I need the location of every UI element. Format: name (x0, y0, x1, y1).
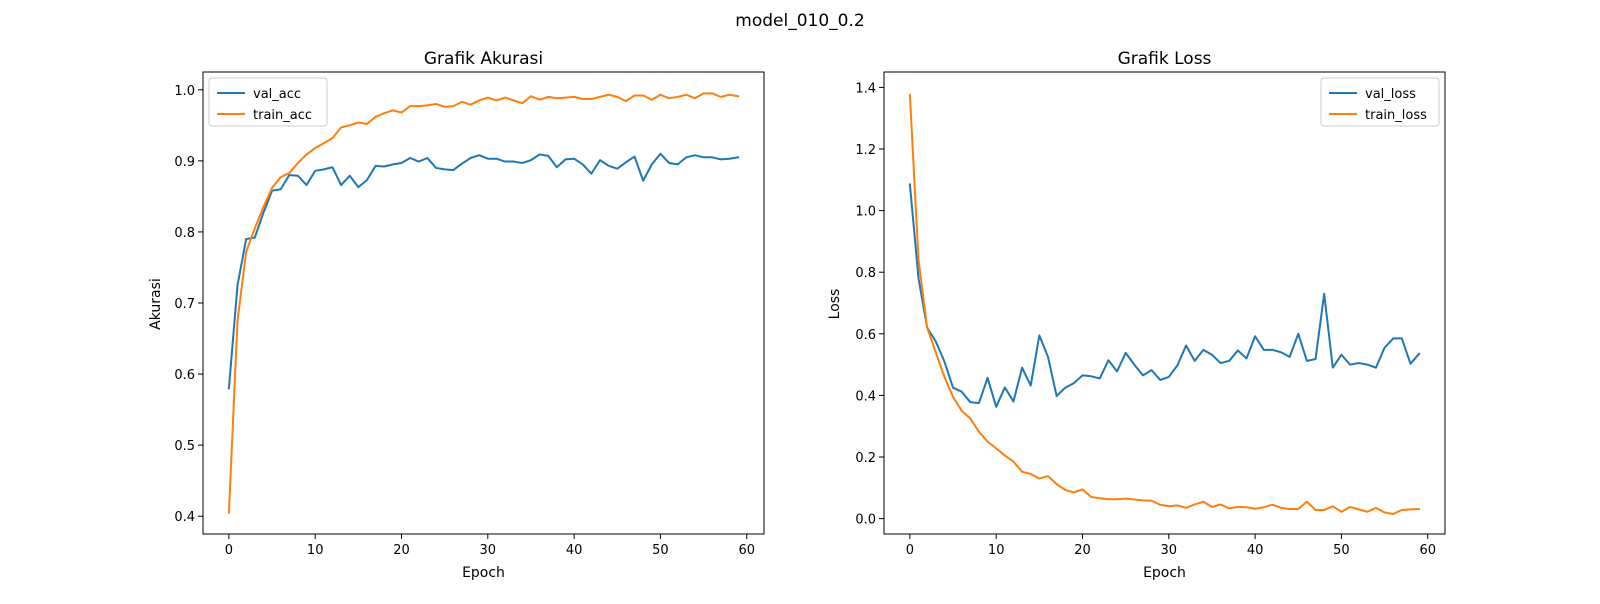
accuracy-y-axis-label: Akurasi (148, 278, 164, 330)
accuracy-legend: val_acc train_acc (208, 77, 328, 127)
loss-x-tick-label: 40 (1247, 543, 1264, 558)
accuracy-y-tick-label: 1.0 (174, 84, 195, 99)
accuracy-x-tick-label: 30 (480, 543, 497, 558)
loss-chart: Grafik Loss Epoch Loss 0 10 20 30 40 50 60 0.0 0… (827, 49, 1446, 581)
accuracy-plot-area (227, 92, 740, 514)
accuracy-legend-label: val_acc (253, 87, 301, 102)
accuracy-chart: Grafik Akurasi Epoch Akurasi 0 10 20 30 40 50… (148, 49, 765, 581)
accuracy-x-tick-label: 50 (652, 543, 669, 558)
loss-y-tick-label: 0.8 (855, 266, 876, 281)
loss-y-tick-label: 1.0 (855, 205, 876, 220)
accuracy-legend-label: train_acc (253, 108, 312, 123)
loss-x-tick-label: 50 (1333, 543, 1350, 558)
loss-x-tick-label: 0 (906, 543, 914, 558)
accuracy-x-tick-label: 20 (393, 543, 410, 558)
loss-y-tick-label: 0.2 (855, 451, 876, 466)
figure-title: model_010_0.2 (735, 11, 864, 31)
accuracy-x-tick-label: 60 (738, 543, 755, 558)
accuracy-x-axis-label: Epoch (462, 565, 505, 581)
accuracy-y-tick-label: 0.4 (174, 510, 195, 525)
accuracy-series-val-acc (227, 152, 740, 390)
loss-axes-frame (883, 71, 1446, 535)
loss-x-tick-label: 20 (1074, 543, 1091, 558)
loss-series-train-loss (908, 94, 1421, 515)
accuracy-y-tick-label: 0.8 (174, 226, 195, 241)
accuracy-y-tick-label: 0.6 (174, 368, 195, 383)
loss-series-val-loss (908, 183, 1421, 408)
loss-y-axis-label: Loss (827, 289, 843, 320)
accuracy-x-tick-label: 0 (225, 543, 233, 558)
loss-y-tick-label: 1.2 (855, 143, 876, 158)
loss-x-axis-label: Epoch (1143, 565, 1186, 581)
loss-chart-title: Grafik Loss (1118, 49, 1212, 69)
loss-y-tick-label: 0.4 (855, 389, 876, 404)
accuracy-chart-title: Grafik Akurasi (424, 49, 543, 69)
accuracy-x-tick-label: 40 (566, 543, 583, 558)
loss-y-tick-label: 0.0 (855, 513, 876, 528)
loss-x-tick-label: 60 (1419, 543, 1436, 558)
loss-legend-label: val_loss (1365, 87, 1416, 102)
loss-x-tick-label: 10 (988, 543, 1005, 558)
loss-y-tick-label: 0.6 (855, 328, 876, 343)
accuracy-y-tick-label: 0.7 (174, 297, 195, 312)
loss-legend: val_loss train_loss (1320, 77, 1440, 127)
accuracy-x-tick-label: 10 (307, 543, 324, 558)
loss-plot-area (908, 94, 1421, 515)
loss-y-tick-label: 1.4 (855, 81, 876, 96)
loss-legend-label: train_loss (1365, 108, 1427, 123)
accuracy-y-tick-label: 0.9 (174, 155, 195, 170)
accuracy-y-tick-label: 0.5 (174, 439, 195, 454)
accuracy-series-train-acc (227, 92, 740, 514)
loss-x-tick-label: 30 (1161, 543, 1178, 558)
